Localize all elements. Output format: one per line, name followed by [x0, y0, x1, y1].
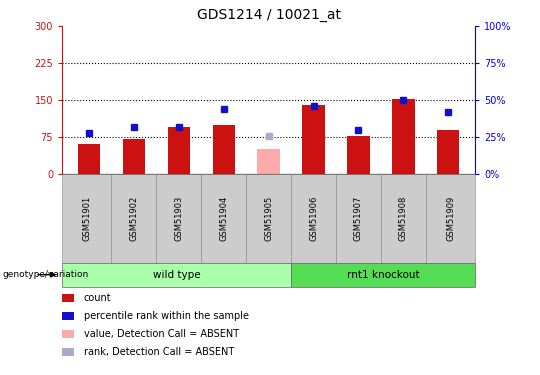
Text: GSM51905: GSM51905 — [264, 196, 273, 241]
Text: rank, Detection Call = ABSENT: rank, Detection Call = ABSENT — [84, 347, 234, 357]
Text: GSM51907: GSM51907 — [354, 196, 363, 241]
Bar — [437, 130, 460, 174]
Bar — [167, 128, 190, 174]
Text: value, Detection Call = ABSENT: value, Detection Call = ABSENT — [84, 329, 239, 339]
Bar — [392, 99, 415, 174]
Text: GSM51901: GSM51901 — [82, 196, 91, 241]
Text: wild type: wild type — [153, 270, 200, 280]
Text: GSM51904: GSM51904 — [219, 196, 228, 241]
Bar — [302, 105, 325, 174]
Text: genotype/variation: genotype/variation — [3, 270, 89, 279]
Text: GSM51902: GSM51902 — [130, 196, 138, 241]
Bar — [123, 139, 145, 174]
Text: GSM51906: GSM51906 — [309, 196, 318, 241]
Bar — [347, 136, 370, 174]
Text: percentile rank within the sample: percentile rank within the sample — [84, 311, 249, 321]
Text: count: count — [84, 293, 111, 303]
Bar — [213, 125, 235, 174]
Text: GSM51908: GSM51908 — [399, 196, 408, 241]
Bar — [78, 144, 100, 174]
Bar — [258, 149, 280, 174]
Text: rnt1 knockout: rnt1 knockout — [347, 270, 420, 280]
Text: GSM51909: GSM51909 — [446, 196, 455, 241]
Text: GSM51903: GSM51903 — [174, 196, 184, 241]
Title: GDS1214 / 10021_at: GDS1214 / 10021_at — [197, 9, 341, 22]
